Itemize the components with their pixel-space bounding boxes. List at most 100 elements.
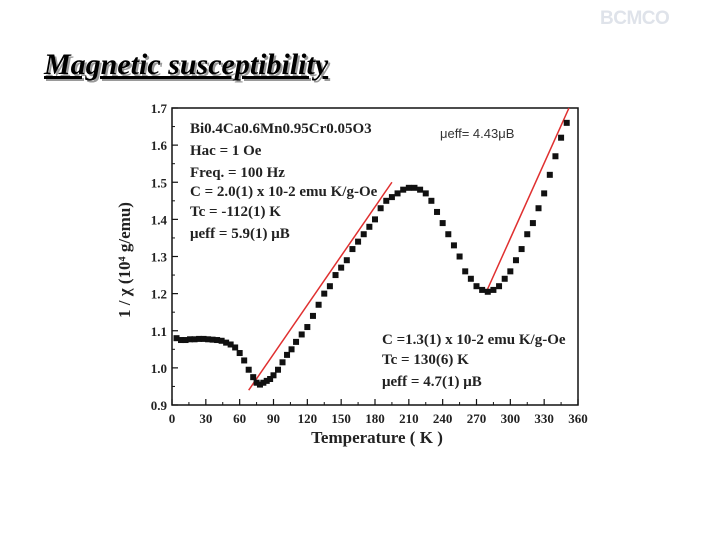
data-point (518, 246, 525, 253)
data-point (450, 242, 457, 249)
data-point (250, 374, 257, 381)
x-tick-label: 270 (467, 411, 487, 426)
mu-est-annotation: μeff= 4.43μB (440, 126, 514, 141)
fit-line (248, 181, 393, 391)
data-point (214, 337, 221, 344)
data-point (400, 186, 407, 193)
x-tick-label: 180 (365, 411, 385, 426)
data-point (304, 324, 311, 331)
data-point (191, 336, 198, 343)
data-point (200, 335, 207, 342)
data-point (260, 379, 267, 386)
x-tick-label: 210 (399, 411, 419, 426)
data-point (428, 197, 435, 204)
data-point (332, 272, 339, 279)
data-point (541, 190, 548, 197)
data-point (275, 366, 282, 373)
legend-tc: Tc = -112(1) K (190, 204, 281, 220)
data-point (178, 337, 185, 344)
legend-freq: Freq. = 100 Hz (190, 165, 285, 181)
legend-hac: Hac = 1 Oe (190, 143, 262, 159)
x-tick-label: 0 (169, 411, 176, 426)
legend-top: Bi0.4Ca0.6Mn0.95Cr0.05O3 Hac = 1 Oe Freq… (190, 121, 378, 242)
data-point (241, 357, 248, 364)
x-tick-label: 150 (331, 411, 351, 426)
fit-lines (248, 107, 570, 391)
legend-compound: Bi0.4Ca0.6Mn0.95Cr0.05O3 (190, 121, 372, 137)
data-point (512, 257, 519, 264)
legend2-tc: Tc = 130(6) K (382, 352, 469, 368)
data-point (284, 351, 291, 358)
data-point (232, 344, 239, 351)
data-point (411, 184, 418, 191)
data-point (270, 372, 277, 379)
data-point (546, 171, 553, 178)
data-point (298, 331, 305, 338)
data-point (422, 190, 429, 197)
data-point (434, 208, 441, 215)
data-point (490, 286, 497, 293)
data-point (377, 205, 384, 212)
data-point (383, 197, 390, 204)
data-point (456, 253, 463, 260)
data-point (349, 246, 356, 253)
y-axis-label: 1 / χ (10⁴ g/emu) (115, 202, 134, 318)
data-point (253, 379, 260, 386)
data-point (338, 264, 345, 271)
data-point (445, 231, 452, 238)
data-point (321, 290, 328, 297)
x-tick-label: 300 (501, 411, 521, 426)
data-point (439, 220, 446, 227)
x-tick-label: 30 (199, 411, 212, 426)
x-tick-label: 360 (568, 411, 588, 426)
data-point (343, 257, 350, 264)
data-point (417, 186, 424, 193)
y-tick-label: 1.7 (151, 101, 168, 116)
y-tick-label: 1.2 (151, 287, 167, 302)
data-point (205, 336, 212, 343)
data-point (256, 381, 263, 388)
data-point (394, 190, 401, 197)
data-point (496, 283, 503, 290)
data-point (524, 231, 531, 238)
y-tick-label: 1.3 (151, 250, 168, 265)
axis-ticks: 0 30 60 90 120 150 180 210 240 270 300 330 360 0.9 1.0… (151, 101, 588, 426)
legend2-mueff: μeff = 4.7(1) μB (382, 374, 482, 390)
data-point (529, 220, 536, 227)
data-point (187, 336, 194, 343)
data-point (209, 336, 216, 343)
data-point (507, 268, 514, 275)
data-point (279, 359, 286, 366)
data-point (388, 194, 395, 201)
data-point (293, 338, 300, 345)
data-point (558, 134, 565, 141)
data-point (563, 119, 570, 126)
data-point (366, 223, 373, 230)
legend-bottom: C =1.3(1) x 10-2 emu K/g-Oe Tc = 130(6) … (382, 332, 566, 390)
y-tick-label: 1.1 (151, 324, 167, 339)
data-point (535, 205, 542, 212)
data-point (552, 153, 559, 160)
data-point (479, 286, 486, 293)
data-point (236, 350, 243, 357)
y-tick-label: 1.0 (151, 361, 167, 376)
logo: BCMCO (600, 8, 670, 29)
data-point (173, 335, 180, 342)
data-point (218, 337, 225, 344)
y-tick-label: 1.6 (151, 138, 168, 153)
slide-title: Magnetic susceptibility (44, 48, 329, 81)
data-point (245, 366, 252, 373)
data-point (315, 301, 322, 308)
y-tick-label: 1.4 (151, 212, 168, 227)
data-point (223, 339, 230, 346)
data-point (182, 337, 189, 344)
data-point (326, 283, 333, 290)
data-point (501, 275, 508, 282)
data-point (267, 376, 274, 383)
data-point (462, 268, 469, 275)
legend-mueff: μeff = 5.9(1) μB (190, 226, 290, 242)
data-point (360, 231, 367, 238)
x-tick-label: 60 (233, 411, 246, 426)
data-point (355, 238, 362, 245)
